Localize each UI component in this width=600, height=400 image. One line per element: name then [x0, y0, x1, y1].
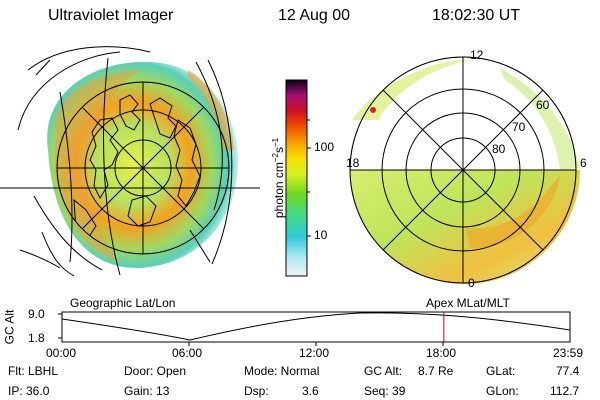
- geographic-panel-label: Geographic Lat/Lon: [70, 296, 176, 310]
- glon-label: GLon:: [486, 384, 519, 398]
- time-label: 18:02:30 UT: [432, 7, 521, 24]
- glon-value: 112.7: [550, 384, 580, 398]
- altitude-curve: [61, 312, 571, 341]
- dsp-value: 3.6: [302, 384, 319, 398]
- apex-panel-label: Apex MLat/MLT: [426, 296, 510, 310]
- mlt-6-label: 6: [580, 156, 587, 170]
- colorbar-tick-100: 100: [314, 140, 335, 154]
- door-status: Door: Open: [124, 364, 187, 378]
- mlt-0-label: 0: [468, 276, 475, 290]
- time-tick-1200: 12:00: [299, 346, 330, 360]
- geographic-panel: [0, 46, 260, 277]
- sequence-value: Seq: 39: [364, 384, 406, 398]
- colorbar-unit-label: photon cm−2s−1: [271, 137, 286, 219]
- mode-value: Mode: Normal: [244, 364, 320, 378]
- filter-value: Flt: LBHL: [8, 364, 59, 378]
- colorbar: [285, 79, 311, 277]
- date-label: 12 Aug 00: [278, 7, 351, 24]
- ip-value: IP: 36.0: [8, 384, 50, 398]
- glat-label: GLat:: [486, 364, 516, 378]
- time-tick-2359: 23:59: [553, 346, 584, 360]
- gc-alt-label: GC Alt:: [364, 364, 403, 378]
- mlat-70-label: 70: [512, 120, 526, 134]
- gc-alt-axis-label: GC Alt: [2, 309, 17, 345]
- mlat-60-label: 60: [536, 98, 550, 112]
- time-tick-0600: 06:00: [172, 346, 203, 360]
- glat-value: 77.4: [556, 364, 580, 378]
- gc-alt-value: 8.7 Re: [418, 364, 454, 378]
- instrument-title: Ultraviolet Imager: [48, 7, 174, 24]
- gain-value: Gain: 13: [124, 384, 170, 398]
- alt-y-high: 9.0: [28, 307, 45, 321]
- altitude-plot: [58, 311, 571, 346]
- time-tick-0000: 00:00: [46, 346, 77, 360]
- time-tick-1800: 18:00: [426, 346, 457, 360]
- dsp-label: Dsp:: [244, 384, 269, 398]
- mlt-12-label: 12: [470, 48, 484, 62]
- mlat-80-label: 80: [492, 142, 506, 156]
- polar-panel: [349, 56, 580, 284]
- colorbar-tick-10: 10: [314, 228, 328, 242]
- mlt-18-label: 18: [346, 156, 360, 170]
- alt-y-low: 1.8: [28, 331, 45, 345]
